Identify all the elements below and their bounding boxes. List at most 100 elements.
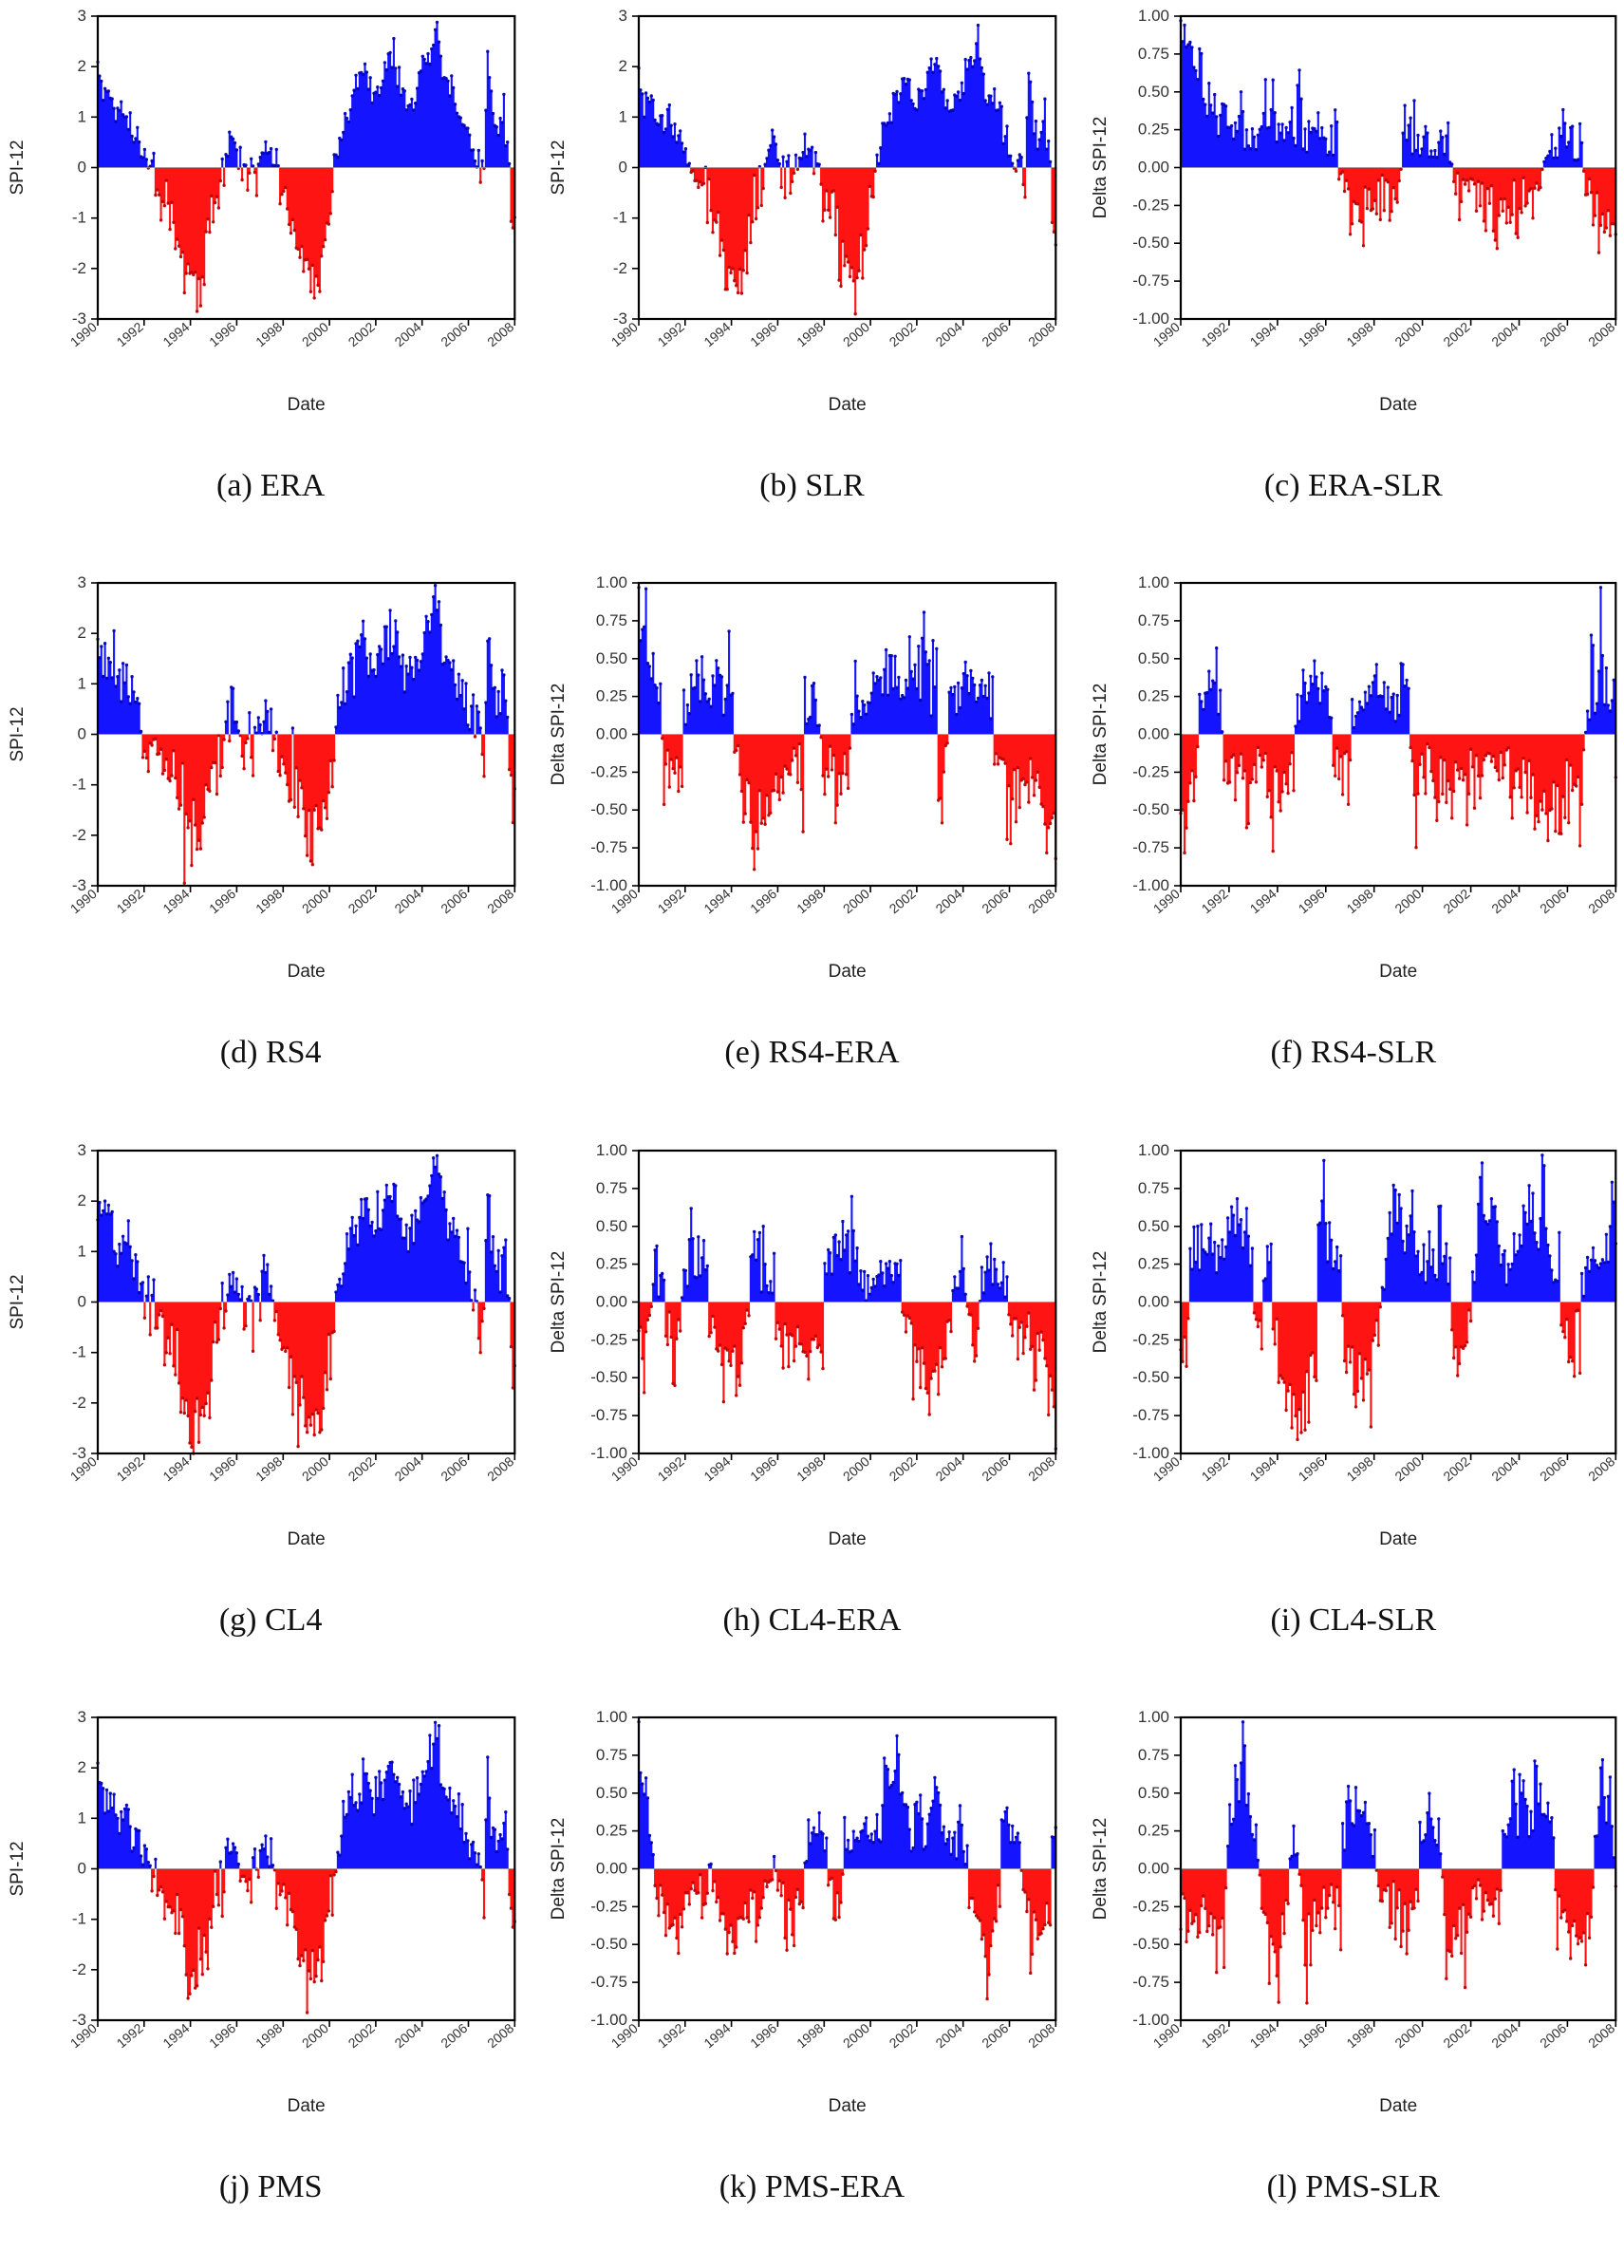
svg-text:0.00: 0.00 [596,725,627,743]
svg-text:2006: 2006 [1537,319,1569,349]
svg-text:2008: 2008 [1025,319,1057,349]
svg-text:SPI-12: SPI-12 [8,1274,28,1329]
svg-text:0.25: 0.25 [596,1254,627,1272]
svg-text:Delta SPI-12: Delta SPI-12 [1091,684,1111,786]
svg-text:2002: 2002 [887,2020,919,2051]
svg-text:2000: 2000 [1391,886,1424,916]
svg-text:-1: -1 [72,776,86,794]
svg-text:-0.50: -0.50 [591,1368,628,1386]
svg-text:1998: 1998 [252,886,285,916]
svg-text:0: 0 [78,725,86,743]
svg-text:2002: 2002 [887,1453,919,1483]
svg-text:-0.25: -0.25 [1132,1897,1169,1915]
svg-text:0.50: 0.50 [596,649,627,667]
svg-text:2004: 2004 [1488,2020,1521,2051]
svg-text:-0.75: -0.75 [1132,1973,1169,1991]
svg-text:-0.25: -0.25 [591,1897,628,1915]
svg-text:1996: 1996 [206,319,238,349]
svg-text:1994: 1994 [1246,2020,1279,2051]
svg-text:1.00: 1.00 [1138,1141,1169,1159]
svg-text:1996: 1996 [1295,886,1327,916]
svg-text:1: 1 [78,107,86,125]
svg-text:1.00: 1.00 [1138,1708,1169,1726]
svg-text:Date: Date [1379,395,1417,415]
svg-text:2002: 2002 [1440,886,1472,916]
svg-text:1998: 1998 [793,1453,826,1483]
svg-text:2004: 2004 [391,2020,423,2051]
svg-text:2000: 2000 [840,319,872,349]
svg-text:2002: 2002 [887,886,919,916]
svg-text:2006: 2006 [438,886,470,916]
svg-text:2008: 2008 [1025,886,1057,916]
svg-text:1994: 1994 [159,319,192,349]
svg-text:Date: Date [1379,1528,1417,1548]
svg-text:-2: -2 [613,259,627,277]
svg-text:2: 2 [78,1758,86,1776]
svg-text:2004: 2004 [933,886,965,916]
svg-text:1: 1 [78,1242,86,1260]
svg-text:2: 2 [78,624,86,642]
svg-text:-0.50: -0.50 [1132,800,1169,818]
svg-text:1: 1 [78,1809,86,1827]
svg-text:0.25: 0.25 [1138,1254,1169,1272]
svg-text:-0.25: -0.25 [591,763,628,781]
svg-text:SPI-12: SPI-12 [8,140,28,195]
svg-text:-0.25: -0.25 [1132,763,1169,781]
svg-text:0.00: 0.00 [596,1292,627,1310]
svg-text:2000: 2000 [299,1453,331,1483]
svg-text:0.25: 0.25 [1138,1821,1169,1839]
svg-text:-0.50: -0.50 [591,1935,628,1953]
svg-text:0.25: 0.25 [1138,121,1169,139]
svg-text:SPI-12: SPI-12 [8,707,28,762]
svg-text:0.00: 0.00 [1138,159,1169,177]
svg-text:Delta SPI-12: Delta SPI-12 [1091,1250,1111,1353]
svg-text:0.75: 0.75 [1138,1746,1169,1764]
svg-text:2008: 2008 [484,2020,516,2051]
svg-text:2006: 2006 [438,1453,470,1483]
svg-text:2008: 2008 [484,1453,516,1483]
svg-text:Delta SPI-12: Delta SPI-12 [1091,1817,1111,1920]
svg-text:3: 3 [78,1141,86,1159]
svg-text:0.00: 0.00 [1138,1292,1169,1310]
svg-text:1998: 1998 [793,319,826,349]
svg-text:1996: 1996 [748,319,780,349]
svg-text:Date: Date [288,2096,326,2116]
svg-text:2004: 2004 [933,2020,965,2051]
svg-text:2000: 2000 [299,2020,331,2051]
svg-text:1.00: 1.00 [596,1141,627,1159]
svg-text:0.75: 0.75 [596,611,627,629]
svg-text:-1: -1 [613,209,627,227]
svg-text:1994: 1994 [1246,1453,1279,1483]
svg-text:-0.75: -0.75 [591,1406,628,1424]
svg-text:1994: 1994 [1246,319,1279,349]
svg-text:2006: 2006 [1537,2020,1569,2051]
svg-text:3: 3 [619,7,627,25]
svg-text:-1: -1 [72,1342,86,1360]
svg-text:Date: Date [829,2096,867,2116]
svg-text:2000: 2000 [299,886,331,916]
svg-text:1.00: 1.00 [1138,7,1169,25]
svg-text:-0.25: -0.25 [1132,196,1169,214]
svg-text:1992: 1992 [114,1453,146,1483]
svg-text:Date: Date [829,962,867,982]
svg-text:1998: 1998 [793,886,826,916]
svg-text:-1: -1 [72,209,86,227]
svg-text:1996: 1996 [206,2020,238,2051]
svg-text:2: 2 [78,57,86,75]
svg-text:1998: 1998 [1343,319,1375,349]
svg-text:SPI-12: SPI-12 [8,1841,28,1896]
svg-text:0.00: 0.00 [596,1859,627,1877]
svg-text:2006: 2006 [980,319,1012,349]
svg-text:0.50: 0.50 [1138,649,1169,667]
svg-text:1992: 1992 [1198,1453,1230,1483]
svg-text:Date: Date [1379,962,1417,982]
svg-text:2008: 2008 [1025,2020,1057,2051]
svg-text:1996: 1996 [748,2020,780,2051]
svg-text:-0.75: -0.75 [591,1973,628,1991]
svg-text:2004: 2004 [1488,886,1521,916]
svg-text:2000: 2000 [840,2020,872,2051]
svg-text:0.50: 0.50 [1138,1784,1169,1802]
svg-text:1: 1 [78,675,86,693]
svg-text:0.50: 0.50 [596,1216,627,1234]
svg-text:-1.00: -1.00 [1132,309,1169,328]
